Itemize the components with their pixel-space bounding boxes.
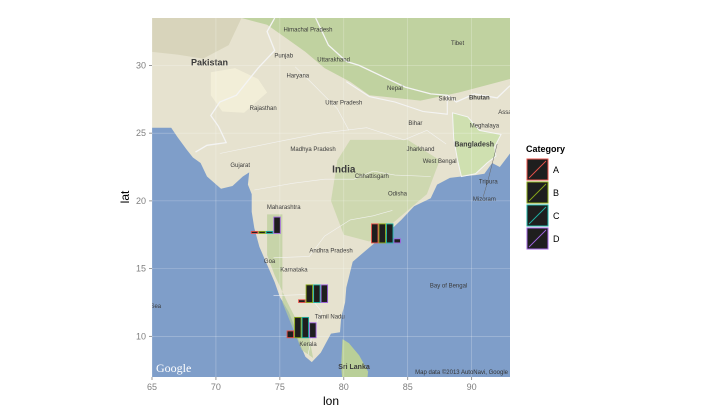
place-label: Pakistan (191, 57, 228, 67)
y-axis-title: lat (118, 190, 132, 203)
bar-a (371, 223, 379, 244)
place-label: Andhra Pradesh (309, 248, 352, 254)
y-tick-label: 20 (136, 196, 146, 206)
legend-title: Category (526, 144, 565, 154)
place-label: Rajasthan (250, 106, 277, 112)
bar-c (301, 316, 310, 339)
place-label: Haryana (286, 74, 309, 80)
place-label: Odisha (388, 192, 408, 198)
state-border (254, 170, 431, 191)
y-tick-label: 25 (136, 128, 146, 138)
y-tick-label: 15 (136, 264, 146, 274)
basemap (152, 18, 510, 377)
place-label: Meghalaya (470, 124, 500, 130)
x-tick-label: 80 (339, 382, 349, 392)
border-nepal (346, 81, 448, 115)
bar-glyphs (250, 216, 401, 339)
place-label: Goa (264, 259, 276, 265)
bar-a (286, 330, 295, 339)
place-label: Punjab (274, 53, 293, 59)
border-india-pakistan (195, 18, 276, 153)
x-axis-title: lon (323, 394, 339, 408)
place-label: Sri Lanka (338, 364, 370, 371)
leader-line (482, 143, 498, 197)
bar-b (258, 230, 266, 234)
place-label: Tamil Nadu (315, 315, 345, 321)
vegetation-east (331, 139, 440, 242)
place-label: Bihar (408, 121, 422, 127)
state-border (273, 210, 393, 259)
bar-d (320, 284, 329, 303)
place-label: Gujarat (230, 163, 250, 169)
desert-area (210, 68, 268, 113)
google-logo: Google (156, 361, 191, 375)
place-label: India (332, 164, 356, 175)
legend-key-slash (528, 206, 547, 225)
legend-label-b: B (553, 188, 559, 198)
legend-label-c: C (553, 211, 560, 221)
place-label: Madhya Pradesh (290, 147, 335, 153)
x-tick-label: 75 (275, 382, 285, 392)
state-border (219, 127, 447, 154)
bar-c (265, 230, 274, 234)
map-attribution: Map data ©2013 AutoNavi, Google (415, 369, 508, 376)
place-label: Tripura (479, 179, 498, 185)
bar-b (305, 284, 314, 303)
bar-d (273, 216, 281, 234)
bar-b (294, 316, 302, 339)
place-label: Uttarakhand (317, 57, 350, 63)
sri-lanka-area (341, 339, 369, 377)
y-tick-label: 10 (136, 331, 146, 341)
x-tick-label: 90 (467, 382, 477, 392)
bar-c (313, 284, 321, 303)
x-tick-label: 70 (211, 382, 221, 392)
bar-a (250, 230, 259, 234)
bar-d (309, 322, 317, 339)
legend-label-a: A (553, 165, 559, 175)
place-label: Bangladesh (454, 142, 494, 149)
legend: Category A B C D (526, 144, 565, 250)
legend-key-slash (528, 183, 547, 202)
western-ghats (267, 214, 314, 358)
legend-key-slash (528, 229, 547, 248)
bar-c (386, 223, 394, 244)
place-label: Tibet (451, 41, 464, 47)
place-label: Jharkhand (406, 147, 434, 153)
legend-label-d: D (553, 234, 560, 244)
bar-b (378, 223, 386, 244)
place-label: West Bengal (423, 159, 457, 165)
terrain-west (152, 18, 242, 59)
place-label: Sea (150, 304, 161, 310)
place-label: Chhattisgarh (355, 174, 389, 180)
vegetation-north (241, 18, 510, 101)
place-label: Bay of Bengal (430, 284, 467, 290)
legend-key-slash (528, 160, 547, 179)
place-label: Assam (498, 110, 516, 116)
grid-lines (152, 18, 510, 377)
y-tick-label: 30 (136, 60, 146, 70)
state-border (294, 66, 350, 131)
place-label: Mizoram (473, 197, 496, 203)
border-north (315, 18, 510, 103)
google-logo-text: Google (156, 361, 191, 375)
place-labels: Pakistan Himachal Pradesh Punjab Uttarakhan… (150, 28, 516, 371)
place-label: Nepal (387, 86, 403, 92)
place-label: Bhutan (469, 95, 490, 101)
x-tick-label: 65 (147, 382, 157, 392)
place-label: Karnataka (280, 267, 308, 273)
place-label: Maharashtra (267, 205, 301, 211)
bangladesh-area (451, 112, 502, 178)
x-axis: 65 70 75 80 85 90 (147, 377, 477, 392)
place-label: Himachal Pradesh (283, 28, 332, 34)
x-tick-label: 85 (403, 382, 413, 392)
y-axis: 10 15 20 25 30 (136, 60, 152, 341)
bar-a (298, 299, 306, 303)
place-label: Uttar Pradesh (325, 101, 362, 107)
bar-d (393, 238, 401, 244)
place-label: Kerala (299, 342, 317, 348)
state-border (273, 294, 323, 356)
place-label: Sikkim (438, 97, 456, 103)
